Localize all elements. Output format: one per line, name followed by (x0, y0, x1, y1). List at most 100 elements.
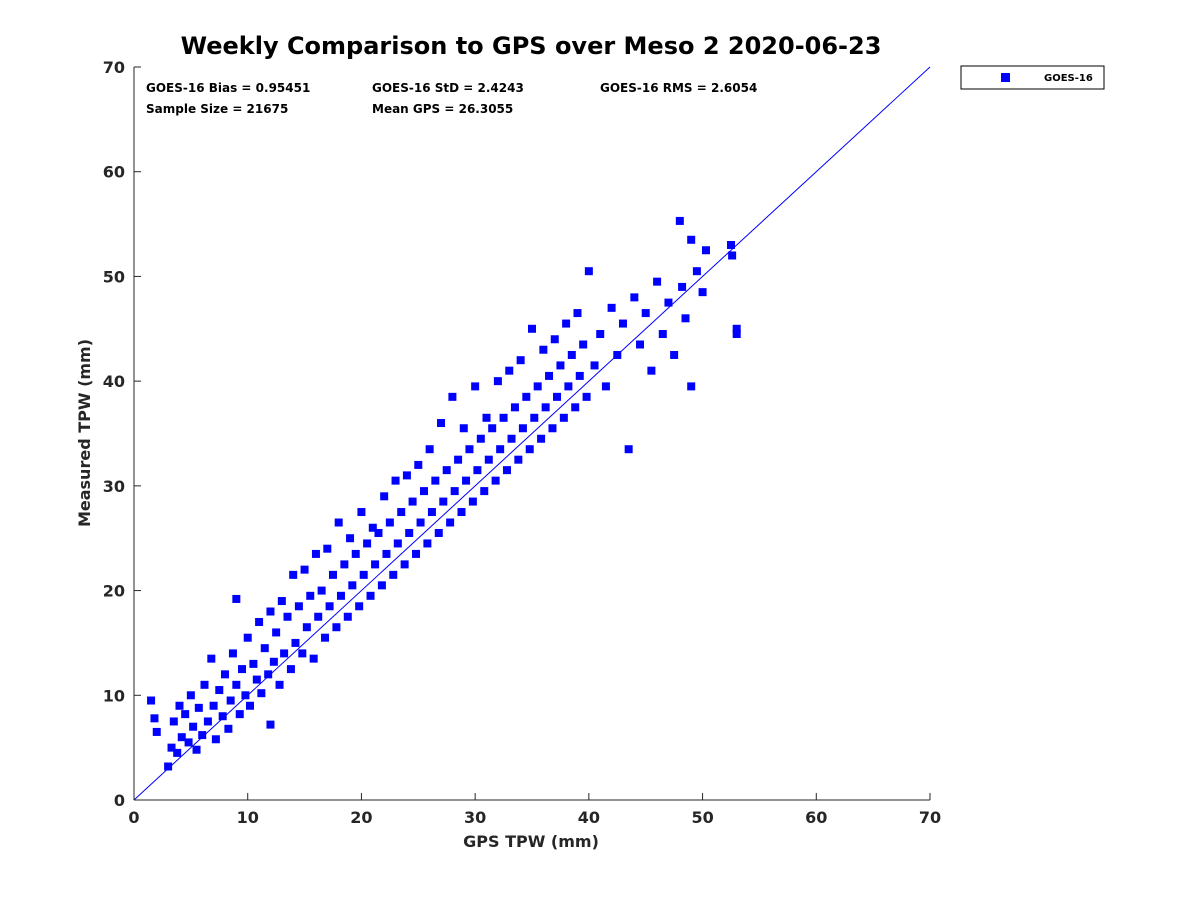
scatter-point (257, 689, 266, 698)
scatter-point (321, 633, 330, 642)
scatter-point (228, 649, 237, 658)
scatter-point (664, 298, 673, 307)
scatter-point (393, 539, 402, 548)
stat-std: GOES-16 StD = 2.4243 (372, 81, 524, 95)
scatter-point (537, 434, 546, 443)
x-tick-label: 50 (691, 808, 713, 827)
stat-rms: GOES-16 RMS = 2.6054 (600, 81, 757, 95)
scatter-point (286, 665, 295, 674)
scatter-point (272, 628, 281, 637)
scatter-point (439, 497, 448, 506)
scatter-point (355, 602, 364, 611)
scatter-point (371, 560, 380, 569)
scatter-point (167, 743, 176, 752)
scatter-point (306, 591, 315, 600)
scatter-point (294, 602, 303, 611)
scatter-point (255, 617, 264, 626)
scatter-point (607, 303, 616, 312)
scatter-point (450, 487, 459, 496)
y-tick-label: 50 (103, 267, 125, 286)
scatter-point (496, 445, 505, 454)
scatter-point (423, 539, 432, 548)
scatter-point (468, 497, 477, 506)
scatter-point (192, 745, 201, 754)
scatter-point (377, 581, 386, 590)
scatter-point (177, 733, 186, 742)
scatter-point (518, 424, 527, 433)
scatter-point (579, 340, 588, 349)
scatter-point (613, 350, 622, 359)
y-tick-label: 30 (103, 477, 125, 496)
scatter-point (245, 701, 254, 710)
scatter-point (437, 419, 446, 428)
scatter-point (189, 722, 198, 731)
scatter-point (226, 696, 235, 705)
scatter-point (382, 549, 391, 558)
scatter-point (732, 330, 741, 339)
scatter-point (516, 356, 525, 365)
scatter-point (277, 597, 286, 606)
scatter-point (425, 445, 434, 454)
scatter-point (397, 508, 406, 517)
scatter-point (311, 549, 320, 558)
scatter-point (150, 714, 159, 723)
scatter-point (471, 382, 480, 391)
scatter-point (203, 717, 212, 726)
scatter-point (317, 586, 326, 595)
scatter-point (459, 424, 468, 433)
scatter-point (416, 518, 425, 527)
x-tick-label: 40 (578, 808, 600, 827)
scatter-point (701, 246, 710, 255)
scatter-point (359, 570, 368, 579)
scatter-point (573, 309, 582, 318)
scatter-point (275, 680, 284, 689)
scatter-point (207, 654, 216, 663)
scatter-point (618, 319, 627, 328)
scatter-point (300, 565, 309, 574)
scatter-point (298, 649, 307, 658)
scatter-point (476, 434, 485, 443)
scatter-point (186, 691, 195, 700)
scatter-point (698, 288, 707, 297)
scatter-point (198, 731, 207, 740)
scatter-point (473, 466, 482, 475)
scatter-point (545, 371, 554, 380)
scatter-point (678, 282, 687, 291)
scatter-point (351, 549, 360, 558)
scatter-point (241, 691, 250, 700)
scatter-point (405, 528, 414, 537)
scatter-point (235, 710, 244, 719)
scatter-point (389, 570, 398, 579)
scatter-point (329, 570, 337, 579)
scatter-point (218, 712, 227, 721)
scatter-point (528, 324, 536, 333)
x-tick-label: 0 (128, 808, 139, 827)
scatter-point (442, 466, 451, 475)
x-tick-label: 20 (350, 808, 372, 827)
stat-bias: GOES-16 Bias = 0.95451 (146, 81, 310, 95)
scatter-point (624, 445, 633, 454)
scatter-point (391, 476, 400, 485)
scatter-point (264, 670, 273, 679)
scatter-point (280, 649, 289, 658)
scatter-point (653, 277, 662, 286)
scatter-point (575, 371, 584, 380)
legend[interactable]: GOES-16 (960, 65, 1105, 90)
scatter-point (533, 382, 542, 391)
scatter-point (374, 528, 383, 537)
scatter-point (147, 696, 156, 705)
scatter-point (266, 720, 275, 729)
x-tick-label: 70 (919, 808, 941, 827)
scatter-point (181, 710, 190, 719)
scatter-point (380, 492, 389, 501)
scatter-point (681, 314, 690, 323)
scatter-point (601, 382, 610, 391)
scatter-point (164, 762, 173, 771)
scatter-point (431, 476, 440, 485)
scatter-point (493, 377, 502, 386)
scatter-point (412, 549, 421, 558)
scatter-point (692, 267, 701, 276)
scatter-point (184, 738, 193, 747)
scatter-point (419, 487, 428, 496)
scatter-point (658, 330, 667, 339)
